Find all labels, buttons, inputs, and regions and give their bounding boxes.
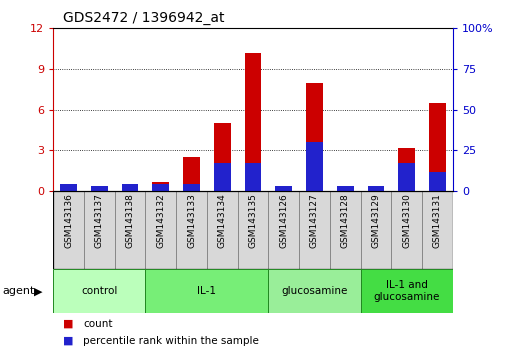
Text: GSM143126: GSM143126 (279, 194, 288, 248)
Bar (115, 191, 145, 269)
Bar (183, 184, 199, 191)
Text: GSM143127: GSM143127 (310, 194, 318, 248)
Bar (397, 148, 415, 191)
Bar (60, 184, 77, 191)
Bar (336, 186, 353, 191)
Bar (329, 191, 360, 269)
Text: GSM143130: GSM143130 (401, 194, 411, 249)
Bar (275, 186, 291, 191)
Bar (121, 184, 138, 191)
Bar (214, 164, 230, 191)
Bar (390, 191, 421, 269)
Bar (145, 269, 268, 313)
Bar (268, 191, 298, 269)
Text: GSM143135: GSM143135 (248, 194, 257, 249)
Bar (214, 123, 230, 191)
Bar (207, 191, 237, 269)
Bar (53, 191, 84, 269)
Bar (421, 191, 452, 269)
Text: GSM143129: GSM143129 (371, 194, 380, 248)
Text: GSM143128: GSM143128 (340, 194, 349, 248)
Bar (367, 186, 384, 191)
Text: ■: ■ (63, 336, 74, 346)
Bar (176, 191, 207, 269)
Text: IL-1: IL-1 (197, 286, 216, 296)
Bar (428, 172, 445, 191)
Text: GSM143132: GSM143132 (156, 194, 165, 248)
Text: GSM143131: GSM143131 (432, 194, 441, 249)
Bar (183, 157, 199, 191)
Text: IL-1 and
glucosamine: IL-1 and glucosamine (373, 280, 439, 302)
Text: GDS2472 / 1396942_at: GDS2472 / 1396942_at (63, 11, 224, 25)
Bar (428, 103, 445, 191)
Text: ■: ■ (63, 319, 74, 329)
Text: agent: agent (3, 286, 35, 296)
Bar (145, 191, 176, 269)
Bar (53, 269, 145, 313)
Bar (244, 164, 261, 191)
Bar (152, 184, 169, 191)
Text: count: count (83, 319, 113, 329)
Bar (244, 53, 261, 191)
Bar (90, 186, 108, 191)
Bar (298, 191, 329, 269)
Text: GSM143136: GSM143136 (64, 194, 73, 249)
Bar (121, 186, 138, 191)
Bar (360, 191, 390, 269)
Text: GSM143138: GSM143138 (125, 194, 134, 249)
Bar (152, 182, 169, 191)
Text: control: control (81, 286, 117, 296)
Bar (84, 191, 115, 269)
Bar (60, 187, 77, 191)
Text: GSM143133: GSM143133 (187, 194, 195, 249)
Text: percentile rank within the sample: percentile rank within the sample (83, 336, 259, 346)
Bar (306, 142, 322, 191)
Bar (360, 269, 452, 313)
Bar (268, 269, 360, 313)
Text: glucosamine: glucosamine (281, 286, 347, 296)
Bar (306, 82, 322, 191)
Bar (397, 164, 415, 191)
Text: GSM143137: GSM143137 (94, 194, 104, 249)
Text: GSM143134: GSM143134 (217, 194, 226, 248)
Text: ▶: ▶ (33, 286, 42, 296)
Bar (237, 191, 268, 269)
